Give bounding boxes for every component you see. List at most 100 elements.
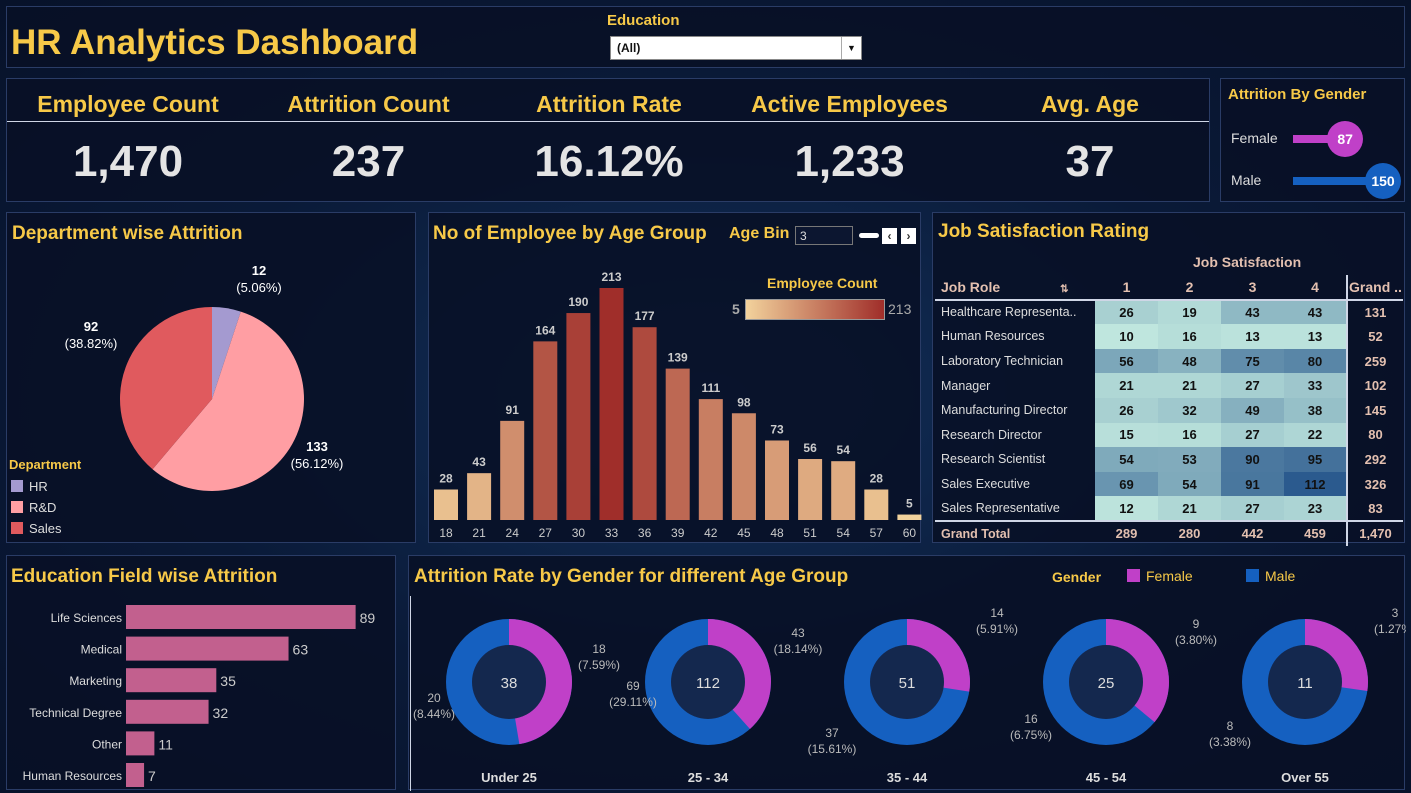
heatmap-cell[interactable]: 95 — [1284, 447, 1347, 472]
gender-bar[interactable] — [1293, 135, 1346, 143]
donut-total: 38 — [501, 675, 518, 692]
table-row: Healthcare Representa.. 26 19 43 43 131 — [935, 299, 1403, 325]
age-bar[interactable] — [467, 473, 492, 520]
heatmap-cell[interactable]: 56 — [1095, 348, 1158, 374]
kpi-divider — [7, 121, 1209, 122]
age-bar[interactable] — [533, 341, 558, 520]
heatmap-cell[interactable]: 33 — [1284, 373, 1347, 398]
grand-total-header: Grand .. — [1346, 275, 1403, 300]
age-bar[interactable] — [599, 288, 624, 520]
heatmap-cell[interactable]: 21 — [1095, 373, 1158, 398]
pie-slice-hr[interactable] — [212, 307, 241, 399]
grand-total-label: Grand Total — [941, 526, 1011, 541]
education-bar[interactable] — [126, 668, 217, 693]
pie-slice-rd[interactable] — [152, 311, 304, 491]
heatmap-cell[interactable]: 48 — [1158, 348, 1221, 374]
heatmap-cell[interactable]: 10 — [1095, 324, 1158, 349]
heatmap-cell[interactable]: 75 — [1221, 348, 1284, 374]
gender-bar[interactable] — [1293, 177, 1383, 185]
heatmap-cell[interactable]: 32 — [1158, 397, 1221, 423]
education-bar[interactable] — [126, 731, 155, 756]
heatmap-cell[interactable]: 22 — [1284, 422, 1347, 448]
donut-total: 25 — [1098, 675, 1115, 692]
gender-value-bubble: 150 — [1365, 163, 1401, 199]
education-filter-select[interactable]: (All) ▼ — [610, 36, 862, 60]
column-header[interactable]: 4 — [1311, 278, 1319, 295]
education-bar[interactable] — [126, 605, 356, 629]
heatmap-cell[interactable]: 12 — [1095, 496, 1158, 521]
education-bar[interactable] — [126, 636, 289, 661]
age-bar[interactable] — [698, 399, 723, 520]
heatmap-cell[interactable]: 16 — [1158, 422, 1221, 448]
heatmap-cell[interactable]: 15 — [1095, 422, 1158, 448]
heatmap-cell[interactable]: 27 — [1221, 373, 1284, 398]
heatmap-cell[interactable]: 43 — [1221, 299, 1284, 325]
legend-item[interactable]: Sales — [11, 521, 62, 536]
heatmap-cell[interactable]: 91 — [1221, 471, 1284, 497]
department-legend-title: Department — [9, 457, 82, 472]
heatmap-cell[interactable]: 54 — [1095, 447, 1158, 472]
age-bar[interactable] — [434, 489, 458, 520]
row-total: 80 — [1346, 422, 1403, 448]
chevron-down-icon[interactable]: ▼ — [841, 37, 861, 59]
legend-item[interactable]: Male — [1246, 568, 1295, 584]
age-bin-slider[interactable] — [859, 233, 879, 238]
heatmap-cell[interactable]: 112 — [1284, 471, 1347, 497]
age-bar[interactable] — [897, 514, 922, 520]
age-bin-decrement-button[interactable]: ‹ — [882, 228, 897, 244]
age-bar[interactable] — [864, 489, 889, 520]
bar-value-label: 89 — [360, 610, 376, 626]
row-header: Job Role ⇅ — [941, 278, 1069, 295]
age-bar[interactable] — [831, 461, 856, 520]
donut-female-pct: (7.59%) — [578, 658, 620, 672]
gender-attrition-title: Attrition By Gender — [1228, 86, 1367, 103]
heatmap-cell[interactable]: 53 — [1158, 447, 1221, 472]
education-bar[interactable] — [126, 699, 209, 724]
heatmap-cell[interactable]: 49 — [1221, 397, 1284, 423]
pie-slice-sales[interactable] — [119, 307, 212, 470]
heatmap-cell[interactable]: 90 — [1221, 447, 1284, 472]
age-bar[interactable] — [566, 313, 591, 520]
heatmap-cell[interactable]: 80 — [1284, 348, 1347, 374]
legend-swatch — [1127, 569, 1140, 582]
heatmap-cell[interactable]: 21 — [1158, 496, 1221, 521]
heatmap-cell[interactable]: 19 — [1158, 299, 1221, 325]
age-bar[interactable] — [731, 413, 756, 520]
x-tick-label: 39 — [671, 526, 685, 540]
job-role-label: Sales Executive — [941, 477, 1030, 492]
education-bar[interactable] — [126, 763, 145, 787]
heatmap-cell[interactable]: 26 — [1095, 397, 1158, 423]
sort-icon[interactable]: ⇅ — [1060, 283, 1069, 295]
heatmap-cell[interactable]: 13 — [1284, 324, 1347, 349]
heatmap-cell[interactable]: 27 — [1221, 496, 1284, 521]
legend-item[interactable]: R&D — [11, 500, 56, 515]
legend-swatch — [1246, 569, 1259, 582]
legend-item[interactable]: Female — [1127, 568, 1193, 584]
age-group-panel: No of Employee by Age Group Age Bin 3 ‹ … — [428, 212, 922, 543]
age-bin-increment-button[interactable]: › — [901, 228, 916, 244]
age-bar[interactable] — [665, 368, 690, 520]
heatmap-cell[interactable]: 23 — [1284, 496, 1347, 521]
heatmap-cell[interactable]: 26 — [1095, 299, 1158, 325]
legend-item[interactable]: HR — [11, 479, 48, 494]
donut-female-value: 18 — [592, 642, 606, 656]
heatmap-cell[interactable]: 13 — [1221, 324, 1284, 349]
heatmap-cell[interactable]: 27 — [1221, 422, 1284, 448]
age-bar[interactable] — [500, 420, 525, 520]
donut-female-value: 9 — [1193, 617, 1200, 631]
heatmap-cell[interactable]: 16 — [1158, 324, 1221, 349]
age-bin-input[interactable]: 3 — [795, 226, 853, 245]
heatmap-cell[interactable]: 43 — [1284, 299, 1347, 325]
heatmap-cell[interactable]: 69 — [1095, 471, 1158, 497]
column-header[interactable]: 1 — [1122, 278, 1131, 295]
age-bar[interactable] — [765, 440, 789, 520]
column-header[interactable]: 2 — [1185, 278, 1194, 295]
age-bar[interactable] — [798, 459, 823, 520]
heatmap-cell[interactable]: 54 — [1158, 471, 1221, 497]
column-total: 459 — [1304, 526, 1326, 542]
heatmap-cell[interactable]: 38 — [1284, 397, 1347, 423]
column-header[interactable]: 3 — [1248, 278, 1257, 295]
age-bar[interactable] — [632, 327, 657, 520]
x-tick-label: 42 — [704, 526, 718, 540]
heatmap-cell[interactable]: 21 — [1158, 373, 1221, 398]
